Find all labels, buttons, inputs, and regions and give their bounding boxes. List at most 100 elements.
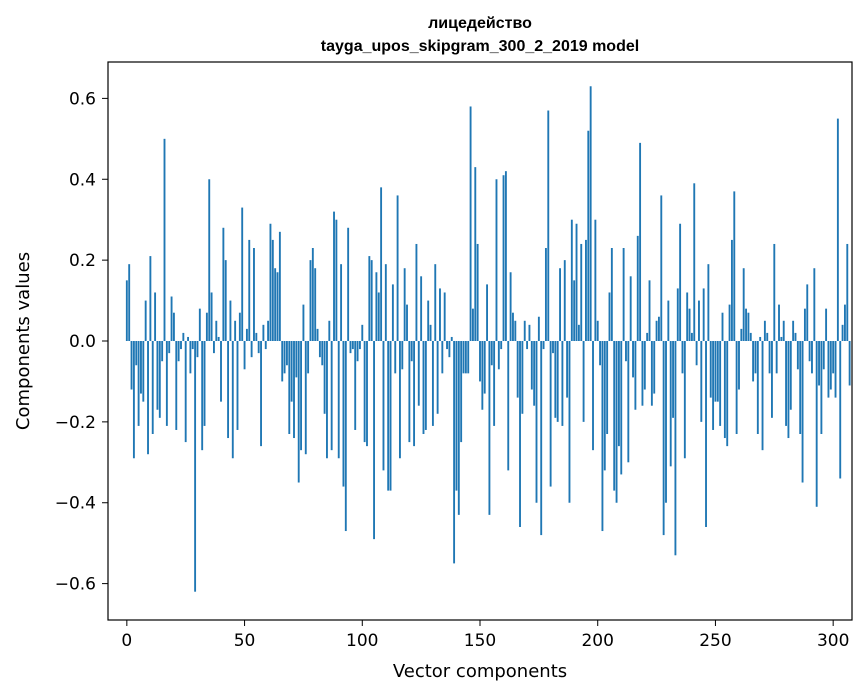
bar <box>271 239 274 341</box>
y-tick-label: 0.4 <box>69 170 96 190</box>
bar <box>639 142 642 341</box>
bar <box>787 341 790 439</box>
bar <box>723 341 726 439</box>
bar <box>236 341 239 430</box>
bar <box>446 341 448 350</box>
bar <box>267 320 270 341</box>
bar <box>504 171 507 341</box>
bar <box>643 341 646 390</box>
bar <box>754 341 757 374</box>
bar <box>172 312 175 341</box>
bar <box>427 300 430 341</box>
bar <box>238 312 241 341</box>
bar <box>716 341 719 402</box>
bar <box>248 239 251 341</box>
bar <box>201 341 204 451</box>
bar <box>698 300 700 341</box>
bar <box>380 187 383 341</box>
bar <box>808 341 811 362</box>
bar <box>561 341 564 426</box>
bar <box>231 341 234 459</box>
bar <box>592 341 594 451</box>
bar <box>712 341 715 430</box>
bar <box>759 336 762 341</box>
x-axis-ticks: 0 50 100 150 200 250 300 <box>121 620 849 651</box>
bar <box>533 341 536 406</box>
bar <box>568 341 571 503</box>
bar <box>189 341 192 374</box>
bar <box>196 341 199 358</box>
bar <box>622 248 625 341</box>
bar <box>768 341 771 374</box>
bar <box>354 341 357 430</box>
bar <box>796 341 799 370</box>
bar <box>488 341 491 515</box>
bar <box>655 320 658 341</box>
bar <box>333 211 335 341</box>
bar <box>653 341 656 394</box>
bar <box>255 332 258 341</box>
x-axis-label: Vector components <box>393 661 567 682</box>
bar <box>818 341 820 386</box>
bar <box>469 106 472 341</box>
bar <box>140 341 142 394</box>
bar <box>293 341 295 439</box>
bar <box>681 341 684 374</box>
bar <box>471 308 474 341</box>
bar <box>839 341 842 479</box>
bar <box>222 227 225 341</box>
bar <box>650 341 653 406</box>
bar <box>620 341 623 475</box>
bar <box>165 341 168 426</box>
bar <box>801 341 804 483</box>
bar <box>403 268 406 341</box>
bar <box>629 276 632 341</box>
bar <box>662 341 665 536</box>
bar <box>610 248 613 341</box>
bar <box>521 341 524 414</box>
bar <box>410 341 413 362</box>
bar <box>177 341 180 362</box>
bar <box>302 304 305 341</box>
bar <box>559 268 561 341</box>
bar <box>311 248 314 341</box>
bar <box>309 260 312 341</box>
chart-subtitle: tayga_upos_skipgram_300_2_2019 model <box>321 38 639 55</box>
bar <box>523 320 526 341</box>
bar <box>450 336 453 341</box>
bar <box>307 341 310 374</box>
bar <box>358 341 361 350</box>
bar <box>203 341 206 426</box>
x-tick-label: 250 <box>699 631 731 651</box>
bar <box>227 341 230 439</box>
bar <box>829 341 832 390</box>
bar <box>476 243 479 341</box>
bar <box>347 227 350 341</box>
bar <box>702 288 705 341</box>
bar <box>184 341 187 443</box>
bar <box>217 336 220 341</box>
bar <box>603 341 606 471</box>
bar <box>135 341 138 366</box>
bar <box>269 223 272 341</box>
bar <box>434 264 437 341</box>
bar <box>627 341 630 463</box>
bar <box>290 341 293 402</box>
bar <box>288 341 291 434</box>
bar <box>382 341 385 471</box>
bar <box>745 308 747 341</box>
bar <box>540 341 543 536</box>
bar <box>665 341 667 503</box>
bar <box>285 341 288 366</box>
bar <box>125 280 128 341</box>
bar <box>377 292 380 341</box>
bar <box>742 268 745 341</box>
bar <box>766 332 769 341</box>
bar <box>714 341 717 402</box>
bar <box>474 167 477 341</box>
x-tick-label: 100 <box>346 631 378 651</box>
bar <box>191 341 194 350</box>
bar <box>483 341 486 394</box>
bar <box>519 341 521 527</box>
bar <box>321 341 324 366</box>
